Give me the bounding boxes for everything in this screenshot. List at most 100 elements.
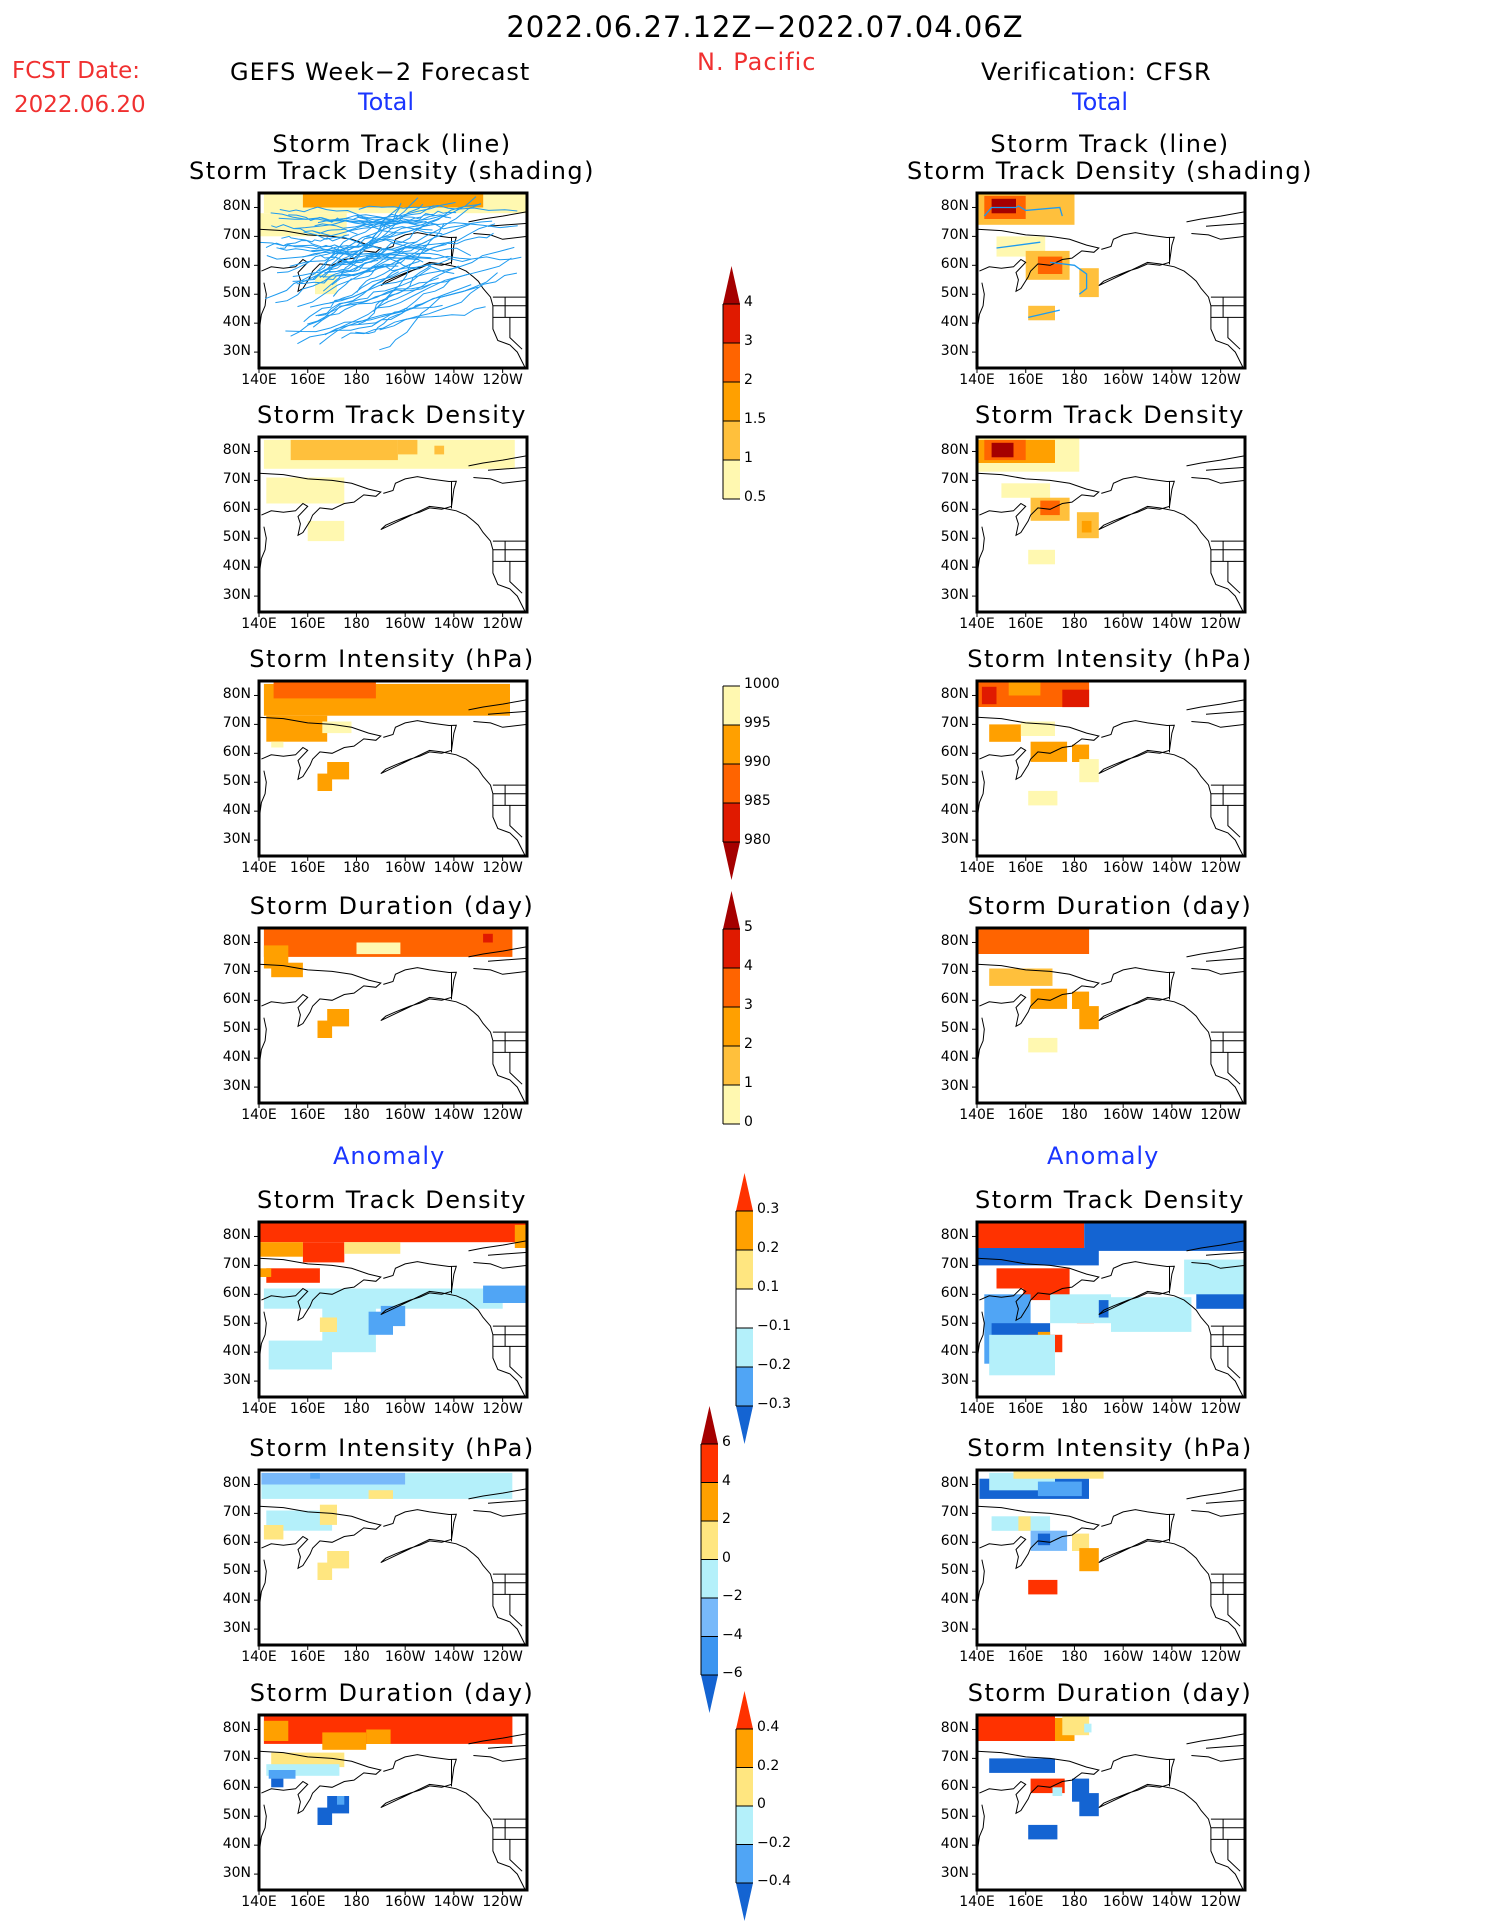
colorbar-label: −0.2 — [757, 1834, 791, 1851]
shading-cell — [1184, 1259, 1245, 1295]
left-total-label: Total — [358, 88, 415, 116]
coastline — [380, 967, 526, 1102]
coastline — [473, 1510, 527, 1517]
lon-label: 140W — [433, 372, 475, 388]
lon-label: 160W — [1102, 1107, 1144, 1123]
storm-track-line — [297, 304, 443, 345]
shading-cell — [1013, 1470, 1104, 1479]
coastline — [380, 1261, 526, 1396]
shading-cell — [989, 968, 1053, 986]
colorbar-label: 0.5 — [744, 489, 767, 505]
lon-label: 140E — [241, 1649, 277, 1665]
lat-label: 80N — [940, 1720, 969, 1737]
left-panel-title: Storm Duration (day) — [249, 892, 535, 920]
storm-track-line — [330, 256, 455, 274]
coastline — [1205, 222, 1245, 227]
shading-cell — [1028, 1579, 1058, 1595]
lon-label: 160W — [384, 1401, 426, 1417]
colorbar-label: −4 — [722, 1626, 743, 1643]
coastline — [509, 1594, 523, 1627]
lon-label: 120W — [1200, 1401, 1241, 1417]
coastline — [1191, 968, 1245, 975]
lat-label: 30N — [940, 1620, 969, 1637]
shading-cell — [268, 1770, 296, 1779]
lat-label: 30N — [940, 1078, 969, 1095]
lon-label: 160E — [289, 1401, 326, 1417]
coastline — [977, 1505, 1100, 1570]
lon-label: 160E — [289, 1649, 326, 1665]
colorbar-arrow-bottom — [736, 1406, 753, 1444]
right-panel-title: Storm Intensity (hPa) — [967, 645, 1253, 673]
shading-cell — [380, 1305, 406, 1327]
colorbar-label: 0.2 — [757, 1757, 780, 1774]
shading-cell — [981, 686, 997, 705]
colorbar-label: 1 — [744, 1075, 753, 1091]
shading-cell — [356, 942, 401, 955]
coastline — [487, 710, 527, 715]
shading-cell — [1030, 988, 1068, 1009]
lon-label: 180 — [1061, 1107, 1088, 1123]
coastline — [509, 1839, 523, 1872]
storm-track-line — [312, 196, 477, 280]
right-total-label: Total — [1072, 88, 1129, 116]
colorbar-segment — [701, 1444, 718, 1483]
lon-label: 140W — [433, 1894, 475, 1910]
colorbar-segment — [723, 421, 740, 460]
colorbar-arrow-top — [723, 891, 740, 929]
map-frame — [975, 1468, 1247, 1647]
lat-label: 30N — [222, 831, 251, 848]
colorbar-label: 3 — [744, 997, 753, 1013]
storm-track-line — [328, 207, 401, 271]
lon-label: 140E — [241, 1401, 277, 1417]
storm-track-line — [276, 222, 405, 274]
lat-label: 60N — [940, 1285, 969, 1302]
coastline — [473, 477, 527, 484]
shading-cell — [1028, 549, 1055, 565]
lon-label: 140W — [433, 616, 475, 632]
right-map-right-density-anom — [972, 1220, 1247, 1402]
lat-label: 70N — [940, 715, 969, 732]
coastline — [1186, 699, 1245, 711]
right-column-title: Verification: CFSR — [981, 58, 1212, 86]
colorbar-segment — [736, 1289, 753, 1328]
lat-label: 30N — [222, 1372, 251, 1389]
colorbar-label: 1 — [744, 450, 753, 466]
lat-label: 40N — [222, 802, 251, 819]
lon-label: 180 — [343, 1894, 370, 1910]
coastline — [473, 1262, 527, 1269]
coastline — [509, 1052, 523, 1085]
colorbar-arrow-top — [723, 266, 740, 304]
lon-label: 140E — [959, 860, 995, 876]
shading-cell — [368, 1490, 393, 1499]
colorbar-label: −0.4 — [757, 1873, 791, 1889]
lon-label: 140E — [959, 1107, 995, 1123]
left-column-title: GEFS Week−2 Forecast — [230, 58, 531, 86]
lon-label: 140E — [241, 1894, 277, 1910]
shading-cell — [271, 1778, 284, 1788]
lat-label: 70N — [940, 1504, 969, 1521]
coastline — [487, 1744, 527, 1749]
storm-track-line — [309, 258, 450, 308]
lat-label: 60N — [222, 744, 251, 761]
lon-label: 140W — [1151, 860, 1193, 876]
storm-track-line — [379, 272, 498, 351]
lat-label: 80N — [222, 442, 251, 459]
coastline — [1098, 967, 1244, 1102]
colorbar-label: 4 — [744, 294, 753, 310]
shading-cell — [261, 1472, 406, 1485]
lon-label: 180 — [343, 1107, 370, 1123]
lon-label: 180 — [343, 616, 370, 632]
shading-cell — [263, 1720, 289, 1741]
storm-track-line — [373, 222, 445, 312]
colorbar-duration-anomaly — [735, 1690, 815, 1924]
coastline — [1098, 476, 1244, 611]
lon-label: 160E — [1007, 616, 1044, 632]
shading-cell — [266, 1764, 340, 1776]
shading-cell — [271, 1752, 345, 1768]
coastline — [1205, 1499, 1245, 1504]
colorbar-label: 990 — [744, 754, 771, 770]
coastline — [977, 472, 1100, 537]
coastline — [468, 699, 527, 711]
lat-label: 70N — [222, 1749, 251, 1766]
shading-cell — [337, 1796, 345, 1805]
